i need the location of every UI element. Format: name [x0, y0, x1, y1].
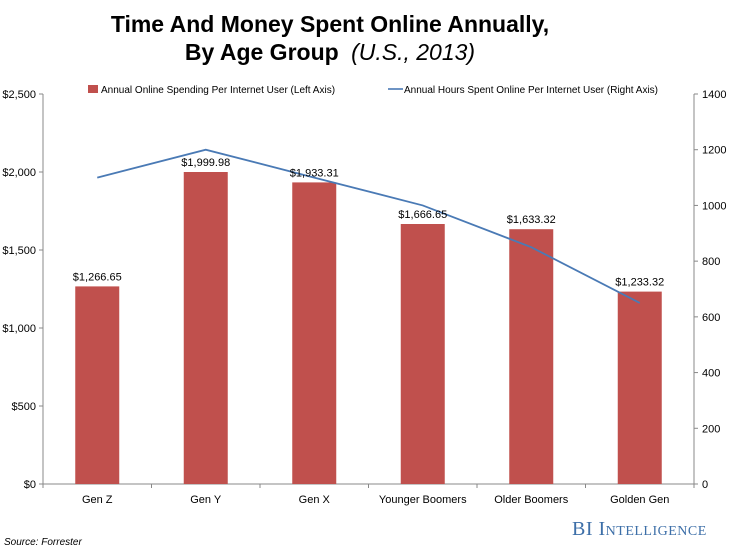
chart-title-line1: Time And Money Spent Online Annually, [111, 11, 549, 37]
legend-line-label: Annual Hours Spent Online Per Internet U… [404, 85, 658, 96]
chart-title-line2: By Age Group (U.S., 2013) [185, 39, 475, 65]
x-axis-category-label: Gen Z [82, 494, 113, 506]
bar [183, 172, 228, 484]
right-axis-tick-label: 200 [702, 423, 720, 435]
legend-bar-swatch [88, 85, 98, 93]
bar-series [75, 172, 662, 485]
right-axis-tick-label: 1200 [702, 145, 726, 157]
left-axis-tick-label: $500 [12, 401, 36, 413]
right-axis-tick-label: 600 [702, 312, 720, 324]
left-axis-tick-label: $1,000 [2, 323, 36, 335]
bar-data-label: $1,266.65 [73, 271, 122, 283]
brand-intelligence: Intelligence [598, 518, 707, 540]
legend: Annual Online Spending Per Internet User… [88, 85, 658, 96]
data-labels: $1,266.65 $1,999.98 $1,933.31 $1,666.65 $1,6… [73, 157, 664, 289]
bar [509, 229, 554, 484]
right-axis-tick-label: 0 [702, 479, 708, 491]
right-axis-tick-label: 1400 [702, 89, 726, 101]
left-axis-tick-label: $2,500 [2, 89, 36, 101]
left-axis-tick-label: $2,000 [2, 167, 36, 179]
left-axis-tick-label: $0 [24, 479, 36, 491]
axes: $0 $500 $1,000 $1,500 $2,000 $2,500 0 200 400 600… [2, 89, 726, 506]
x-axis-category-label: Younger Boomers [379, 494, 467, 506]
bar [400, 224, 445, 484]
bar [292, 182, 337, 485]
legend-bar-label: Annual Online Spending Per Internet User… [101, 85, 335, 96]
right-axis-tick-label: 400 [702, 368, 720, 380]
x-axis-category-label: Golden Gen [610, 494, 669, 506]
line-series [97, 148, 641, 304]
bar-data-label: $1,999.98 [181, 157, 230, 169]
left-axis-tick-label: $1,500 [2, 245, 36, 257]
source-note: Source: Forrester [4, 537, 82, 548]
bar [617, 291, 662, 484]
bar [75, 286, 120, 484]
right-axis-tick-label: 800 [702, 256, 720, 268]
x-axis-category-label: Gen X [299, 494, 331, 506]
right-axis-tick-label: 1000 [702, 200, 726, 212]
chart-title-line2-main: By Age Group [185, 39, 339, 65]
brand-bi: BI [572, 518, 593, 540]
bar-data-label: $1,633.32 [507, 214, 556, 226]
hours-line [97, 148, 641, 304]
x-axis-category-label: Gen Y [190, 494, 222, 506]
bar-data-label: $1,233.32 [615, 277, 664, 289]
bar-data-label: $1,933.31 [290, 167, 339, 179]
x-axis-category-label: Older Boomers [494, 494, 568, 506]
chart-title-line2-italic: (U.S., 2013) [351, 39, 475, 65]
bar-data-label: $1,666.65 [398, 209, 447, 221]
bi-intelligence-logo: BI Intelligence [572, 518, 707, 541]
